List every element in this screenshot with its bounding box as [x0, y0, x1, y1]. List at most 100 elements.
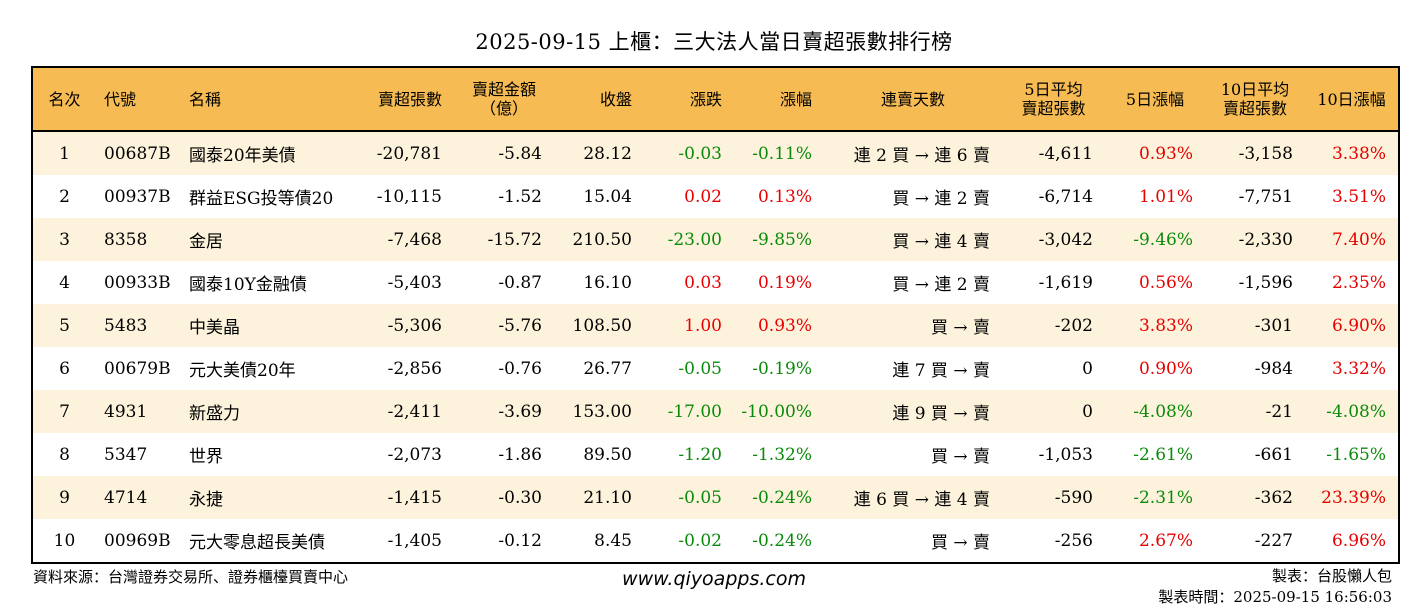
cell-sell-volume: -20,781: [356, 131, 454, 175]
cell-sell-amount: -1.52: [454, 175, 554, 218]
cell-pct10: 7.40%: [1305, 218, 1399, 261]
cell-avg5: -1,053: [1002, 433, 1105, 476]
cell-close: 15.04: [554, 175, 644, 218]
cell-avg5: -202: [1002, 304, 1105, 347]
cell-avg10: -301: [1205, 304, 1305, 347]
cell-avg5: -590: [1002, 476, 1105, 519]
header-name: 名稱: [181, 67, 356, 132]
cell-avg10: -3,158: [1205, 131, 1305, 175]
cell-close: 8.45: [554, 519, 644, 563]
cell-change: -0.05: [644, 476, 734, 519]
header-close: 收盤: [554, 67, 644, 132]
cell-avg10: -227: [1205, 519, 1305, 563]
header-streak: 連賣天數: [824, 67, 1002, 132]
cell-sell-volume: -2,073: [356, 433, 454, 476]
cell-pct10: 2.35%: [1305, 261, 1399, 304]
cell-rank: 7: [32, 390, 96, 433]
header-sell-amount-line1: 賣超金額: [471, 80, 536, 99]
cell-sell-volume: -10,115: [356, 175, 454, 218]
cell-close: 89.50: [554, 433, 644, 476]
cell-rank: 3: [32, 218, 96, 261]
cell-change: -0.05: [644, 347, 734, 390]
cell-streak: 買 → 賣: [824, 304, 1002, 347]
cell-streak: 買 → 連 2 賣: [824, 261, 1002, 304]
cell-avg5: -4,611: [1002, 131, 1105, 175]
cell-streak: 買 → 連 2 賣: [824, 175, 1002, 218]
header-sell-amount: 賣超金額 （億）: [454, 67, 554, 132]
cell-code: 00969B: [96, 519, 181, 563]
cell-pct5: -2.31%: [1105, 476, 1205, 519]
cell-pct10: 6.96%: [1305, 519, 1399, 563]
cell-name: 國泰10Y金融債: [181, 261, 356, 304]
cell-change-pct: -0.24%: [734, 519, 824, 563]
table-row: 10 00969B 元大零息超長美債 -1,405 -0.12 8.45 -0.02 -0.2…: [32, 519, 1399, 563]
cell-avg10: -7,751: [1205, 175, 1305, 218]
cell-pct5: 0.93%: [1105, 131, 1205, 175]
cell-streak: 買 → 賣: [824, 519, 1002, 563]
table-row: 2 00937B 群益ESG投等債20 -10,115 -1.52 15.04 0.02 0.…: [32, 175, 1399, 218]
cell-change: -0.03: [644, 131, 734, 175]
cell-change: -17.00: [644, 390, 734, 433]
cell-sell-amount: -0.30: [454, 476, 554, 519]
cell-pct10: 23.39%: [1305, 476, 1399, 519]
cell-pct5: 0.90%: [1105, 347, 1205, 390]
cell-close: 210.50: [554, 218, 644, 261]
cell-pct5: -2.61%: [1105, 433, 1205, 476]
cell-pct10: 3.38%: [1305, 131, 1399, 175]
header-sell-volume: 賣超張數: [356, 67, 454, 132]
cell-pct5: -9.46%: [1105, 218, 1205, 261]
cell-sell-amount: -5.84: [454, 131, 554, 175]
cell-name: 群益ESG投等債20: [181, 175, 356, 218]
cell-pct5: 3.83%: [1105, 304, 1205, 347]
cell-rank: 6: [32, 347, 96, 390]
cell-rank: 1: [32, 131, 96, 175]
cell-streak: 連 6 買 → 連 4 賣: [824, 476, 1002, 519]
cell-change-pct: -0.24%: [734, 476, 824, 519]
cell-avg5: -256: [1002, 519, 1105, 563]
cell-close: 26.77: [554, 347, 644, 390]
cell-code: 00679B: [96, 347, 181, 390]
cell-avg5: -1,619: [1002, 261, 1105, 304]
cell-sell-volume: -5,403: [356, 261, 454, 304]
header-avg5: 5日平均 賣超張數: [1002, 67, 1105, 132]
cell-close: 28.12: [554, 131, 644, 175]
cell-name: 國泰20年美債: [181, 131, 356, 175]
cell-change-pct: 0.13%: [734, 175, 824, 218]
cell-code: 00687B: [96, 131, 181, 175]
table-row: 6 00679B 元大美債20年 -2,856 -0.76 26.77 -0.05 -0.19…: [32, 347, 1399, 390]
header-avg10: 10日平均 賣超張數: [1205, 67, 1305, 132]
maker-info: 製表：台股懶人包 製表時間：2025-09-15 16:56:03: [1158, 566, 1392, 608]
cell-rank: 4: [32, 261, 96, 304]
cell-avg10: -2,330: [1205, 218, 1305, 261]
cell-sell-amount: -3.69: [454, 390, 554, 433]
source-note: 資料來源：台灣證券交易所、證券櫃檯買賣中心: [33, 568, 349, 586]
cell-sell-volume: -5,306: [356, 304, 454, 347]
cell-pct5: -4.08%: [1105, 390, 1205, 433]
cell-code: 4714: [96, 476, 181, 519]
header-pct10: 10日漲幅: [1305, 67, 1399, 132]
cell-sell-amount: -1.86: [454, 433, 554, 476]
table-row: 9 4714 永捷 -1,415 -0.30 21.10 -0.05 -0.24% 連 6 買 …: [32, 476, 1399, 519]
table-row: 3 8358 金居 -7,468 -15.72 210.50 -23.00 -9.85% 買 →…: [32, 218, 1399, 261]
cell-sell-volume: -2,856: [356, 347, 454, 390]
cell-streak: 買 → 連 4 賣: [824, 218, 1002, 261]
cell-sell-amount: -15.72: [454, 218, 554, 261]
cell-change-pct: -0.11%: [734, 131, 824, 175]
cell-sell-volume: -2,411: [356, 390, 454, 433]
header-sell-amount-line2: （億）: [479, 99, 528, 118]
cell-close: 153.00: [554, 390, 644, 433]
header-row: 名次 代號 名稱 賣超張數 賣超金額 （億） 收盤 漲跌 漲幅 連賣天數 5日平…: [32, 67, 1399, 132]
header-avg10-line1: 10日平均: [1220, 80, 1290, 99]
cell-streak: 連 7 買 → 賣: [824, 347, 1002, 390]
cell-avg10: -21: [1205, 390, 1305, 433]
cell-avg5: -3,042: [1002, 218, 1105, 261]
cell-pct10: -1.65%: [1305, 433, 1399, 476]
cell-sell-volume: -1,415: [356, 476, 454, 519]
cell-sell-amount: -0.87: [454, 261, 554, 304]
table-row: 7 4931 新盛力 -2,411 -3.69 153.00 -17.00 -10.00% 連 …: [32, 390, 1399, 433]
cell-name: 世界: [181, 433, 356, 476]
cell-change: -1.20: [644, 433, 734, 476]
header-pct5: 5日漲幅: [1105, 67, 1205, 132]
cell-close: 108.50: [554, 304, 644, 347]
header-rank: 名次: [32, 67, 96, 132]
